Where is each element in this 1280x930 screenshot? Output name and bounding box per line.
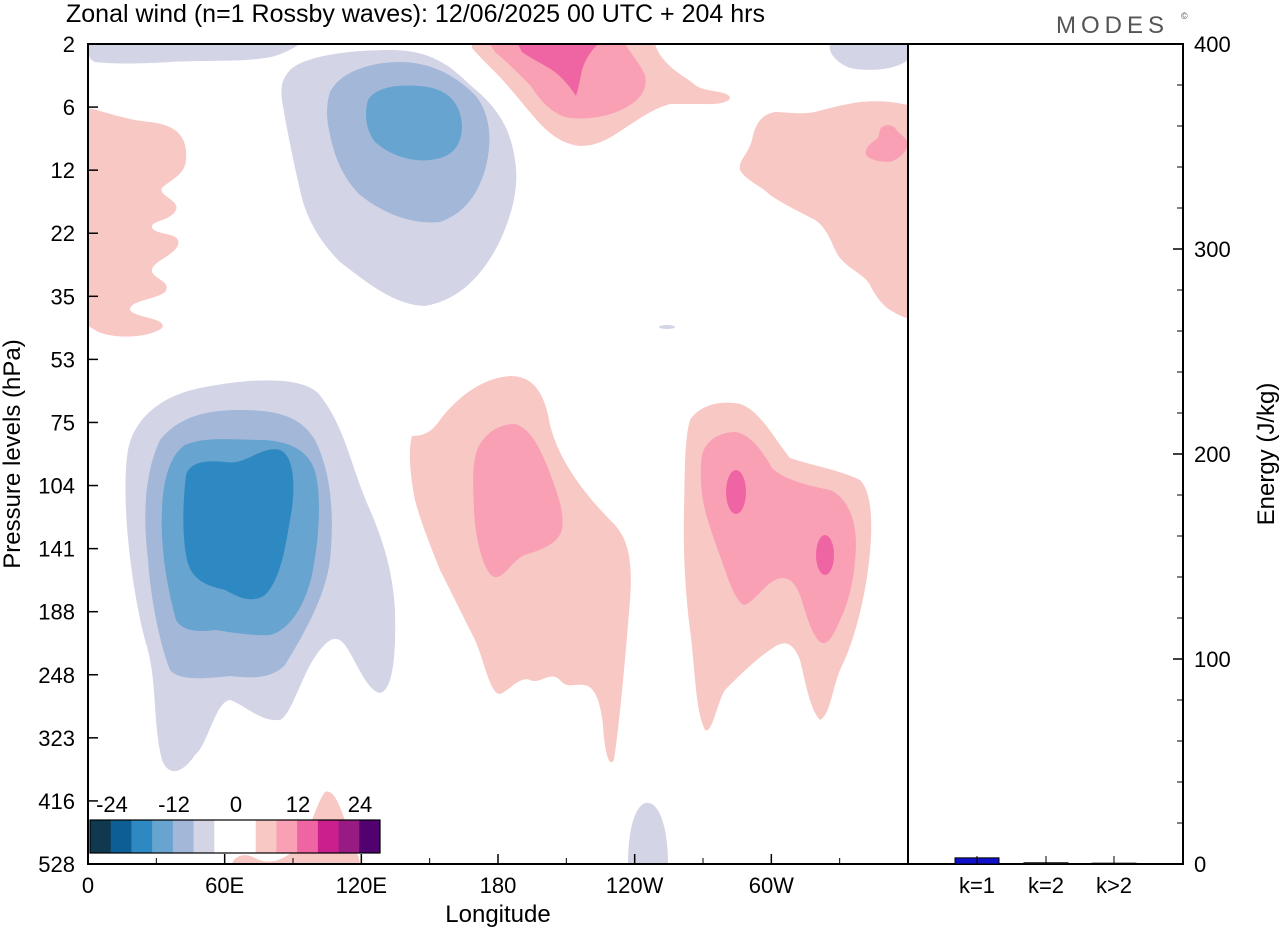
neg-contour-level4-core (183, 449, 294, 600)
colorbar-label: -12 (158, 792, 190, 817)
colorbar-swatch (214, 820, 236, 853)
y-tick-label: 188 (38, 600, 75, 625)
pos-contour-level1-center (409, 376, 631, 763)
energy-axis-ticks: 0 100 200 300 400 (1173, 32, 1231, 877)
contour-panel: 2 6 12 22 35 53 75 104 141 188 248 323 416 528 0 60E 12… (0, 32, 909, 928)
energy-tick-label: 300 (1194, 237, 1231, 262)
energy-tick-label: 400 (1194, 32, 1231, 57)
pos-contour-level3-spot-a (726, 470, 746, 514)
x-tick-label: 120W (606, 873, 664, 898)
neg-contour-level3-upper (366, 85, 462, 161)
colorbar-frame (89, 819, 381, 854)
x-tick-label: 180 (480, 873, 517, 898)
colorbar-swatch (359, 820, 381, 853)
pos-contour-level2-upper-right (865, 125, 908, 162)
logo-mark: © (1181, 11, 1188, 21)
colorbar-swatch (90, 820, 112, 853)
y-tick-label: 248 (38, 663, 75, 688)
energy-bar-label: k>2 (1096, 873, 1132, 898)
energy-panel-frame (907, 43, 1184, 865)
y-axis-label: Pressure levels (hPa) (0, 339, 26, 568)
x-tick-label: 0 (82, 873, 94, 898)
y-tick-label: 323 (38, 726, 75, 751)
energy-axis-label: Energy (J/kg) (1253, 383, 1280, 526)
y-axis-ticks: 2 6 12 22 35 53 75 104 141 188 248 323 416 528 (38, 32, 98, 877)
y-tick-label: 528 (38, 852, 75, 877)
contour-field (88, 44, 908, 864)
y-tick-label: 416 (38, 789, 75, 814)
x-axis-label: Longitude (445, 901, 550, 928)
energy-tick-label: 0 (1194, 852, 1206, 877)
colorbar-swatch (193, 820, 215, 853)
x-tick-label: 60E (205, 873, 244, 898)
y-tick-label: 2 (63, 32, 75, 57)
colorbar-label: -24 (96, 792, 128, 817)
colorbar-label: 24 (348, 792, 372, 817)
y-tick-label: 141 (38, 537, 75, 562)
y-tick-label: 6 (63, 95, 75, 120)
colorbar-swatch (110, 820, 132, 853)
neg-contour-top-right (829, 44, 908, 70)
colorbar: -24 -12 0 12 24 (89, 792, 381, 854)
colorbar-swatch (235, 820, 257, 853)
neg-contour-speck (659, 325, 675, 329)
colorbar-label: 12 (286, 792, 310, 817)
pos-contour-level3-spot-b (816, 535, 834, 575)
y-tick-label: 12 (51, 158, 75, 183)
neg-contour-top-strip (88, 44, 300, 64)
colorbar-swatch (131, 820, 153, 853)
colorbar-swatch (276, 820, 298, 853)
colorbar-label: 0 (230, 792, 242, 817)
energy-panel: k=1 k=2 k>2 0 100 200 300 400 Energy (J/kg) (907, 32, 1280, 898)
energy-bars: k=1 k=2 k>2 (954, 856, 1137, 898)
colorbar-swatch (255, 820, 277, 853)
energy-tick-label: 100 (1194, 647, 1231, 672)
colorbar-swatch (152, 820, 174, 853)
x-axis-ticks: 0 60E 120E 180 120W 60W (82, 854, 841, 898)
pos-contour-level3-top (518, 44, 598, 96)
y-tick-label: 22 (51, 221, 75, 246)
pos-contour-level1-upper-right (739, 101, 908, 318)
x-tick-label: 120E (336, 873, 387, 898)
colorbar-swatch (297, 820, 319, 853)
chart-title: Zonal wind (n=1 Rossby waves): 12/06/202… (66, 0, 765, 28)
colorbar-swatch (338, 820, 360, 853)
modes-logo: MODES (1056, 12, 1169, 39)
x-tick-label: 60W (749, 873, 794, 898)
colorbar-swatch (317, 820, 339, 853)
y-tick-label: 104 (38, 474, 75, 499)
pos-contour-level2-center (473, 424, 563, 578)
energy-tick-label: 200 (1194, 442, 1231, 467)
energy-bar-label: k=1 (959, 873, 995, 898)
neg-contour-surface (628, 802, 668, 864)
y-tick-label: 75 (51, 410, 75, 435)
pos-contour-level1-left (88, 108, 187, 337)
y-tick-label: 35 (51, 284, 75, 309)
y-tick-label: 53 (51, 347, 75, 372)
energy-bar-label: k=2 (1028, 873, 1064, 898)
colorbar-swatch (172, 820, 194, 853)
